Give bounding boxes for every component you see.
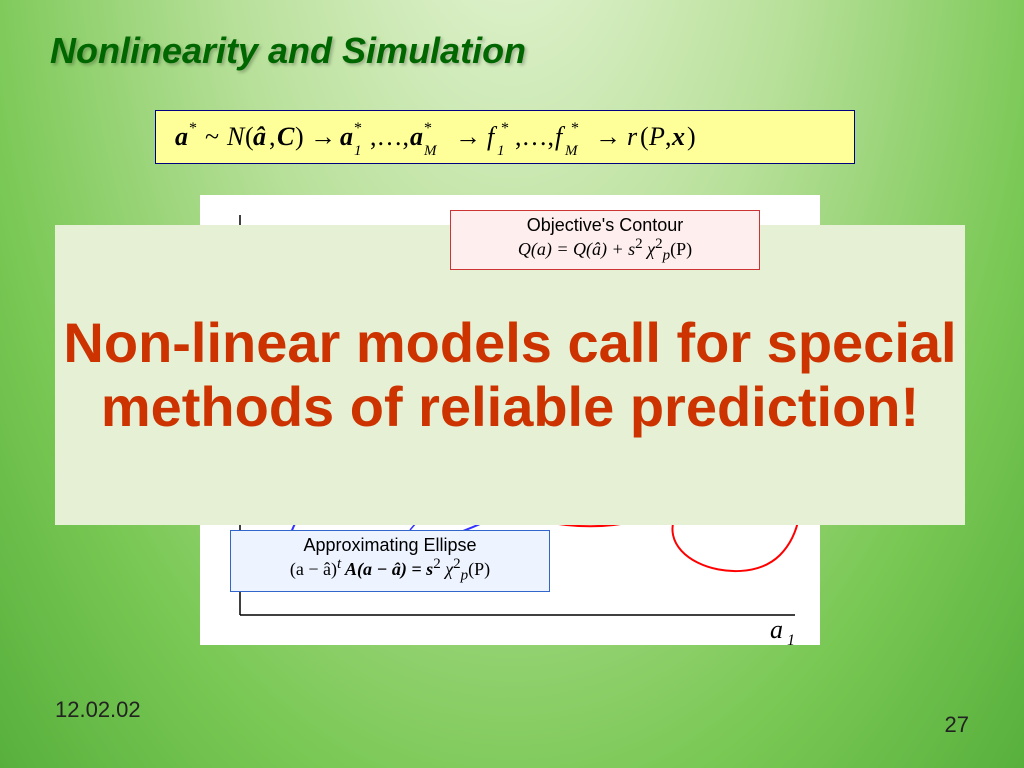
svg-text:,…,: ,…, <box>370 122 409 151</box>
svg-text:â: â <box>253 122 266 151</box>
svg-text:a: a <box>175 122 188 151</box>
svg-text:N: N <box>226 122 246 151</box>
svg-text:x: x <box>671 122 685 151</box>
svg-text:,: , <box>665 122 672 151</box>
footer-date: 12.02.02 <box>55 697 141 723</box>
svg-text:*: * <box>354 120 362 137</box>
svg-text:1: 1 <box>497 143 505 159</box>
overlay-box: Non-linear models call for special metho… <box>55 225 965 525</box>
overlay-text: Non-linear models call for special metho… <box>55 311 965 440</box>
svg-text:a: a <box>340 122 353 151</box>
svg-text:(: ( <box>640 122 649 151</box>
svg-text:1: 1 <box>354 143 362 159</box>
contour-label-box: Objective's Contour Q(a) = Q(â) + s2 χ2p… <box>450 210 760 270</box>
svg-text:M: M <box>564 143 579 159</box>
slide-title: Nonlinearity and Simulation <box>50 30 526 72</box>
formula-box: a * ~ N ( â , C ) → a * 1 ,…, a * M → f … <box>155 110 855 164</box>
svg-text:): ) <box>295 122 304 151</box>
svg-text:P: P <box>648 122 665 151</box>
svg-text:C: C <box>277 122 295 151</box>
contour-label-eq: Q(a) = Q(â) + s2 χ2p(P) <box>451 236 759 265</box>
svg-text:M: M <box>423 143 438 159</box>
svg-text:a: a <box>410 122 423 151</box>
ellipse-label-box: Approximating Ellipse (a − â)t A(a − â) … <box>230 530 550 592</box>
formula-svg: a * ~ N ( â , C ) → a * 1 ,…, a * M → f … <box>175 115 835 159</box>
svg-text:*: * <box>501 120 509 137</box>
svg-text:,: , <box>269 122 276 151</box>
svg-text:*: * <box>571 120 579 137</box>
svg-text:~: ~ <box>205 122 219 151</box>
svg-text:): ) <box>687 122 696 151</box>
ellipse-label-eq: (a − â)t A(a − â) = s2 χ2p(P) <box>231 556 549 585</box>
svg-text:,…,: ,…, <box>515 122 554 151</box>
svg-text:*: * <box>189 120 197 137</box>
svg-text:1: 1 <box>787 632 795 645</box>
contour-label-title: Objective's Contour <box>451 215 759 236</box>
svg-text:*: * <box>424 120 432 137</box>
svg-text:→: → <box>595 122 621 151</box>
svg-text:→: → <box>310 122 336 151</box>
svg-text:r: r <box>627 122 638 151</box>
ellipse-label-title: Approximating Ellipse <box>231 535 549 556</box>
svg-text:→: → <box>455 122 481 151</box>
svg-text:a: a <box>770 615 783 644</box>
footer-page: 27 <box>945 712 969 738</box>
